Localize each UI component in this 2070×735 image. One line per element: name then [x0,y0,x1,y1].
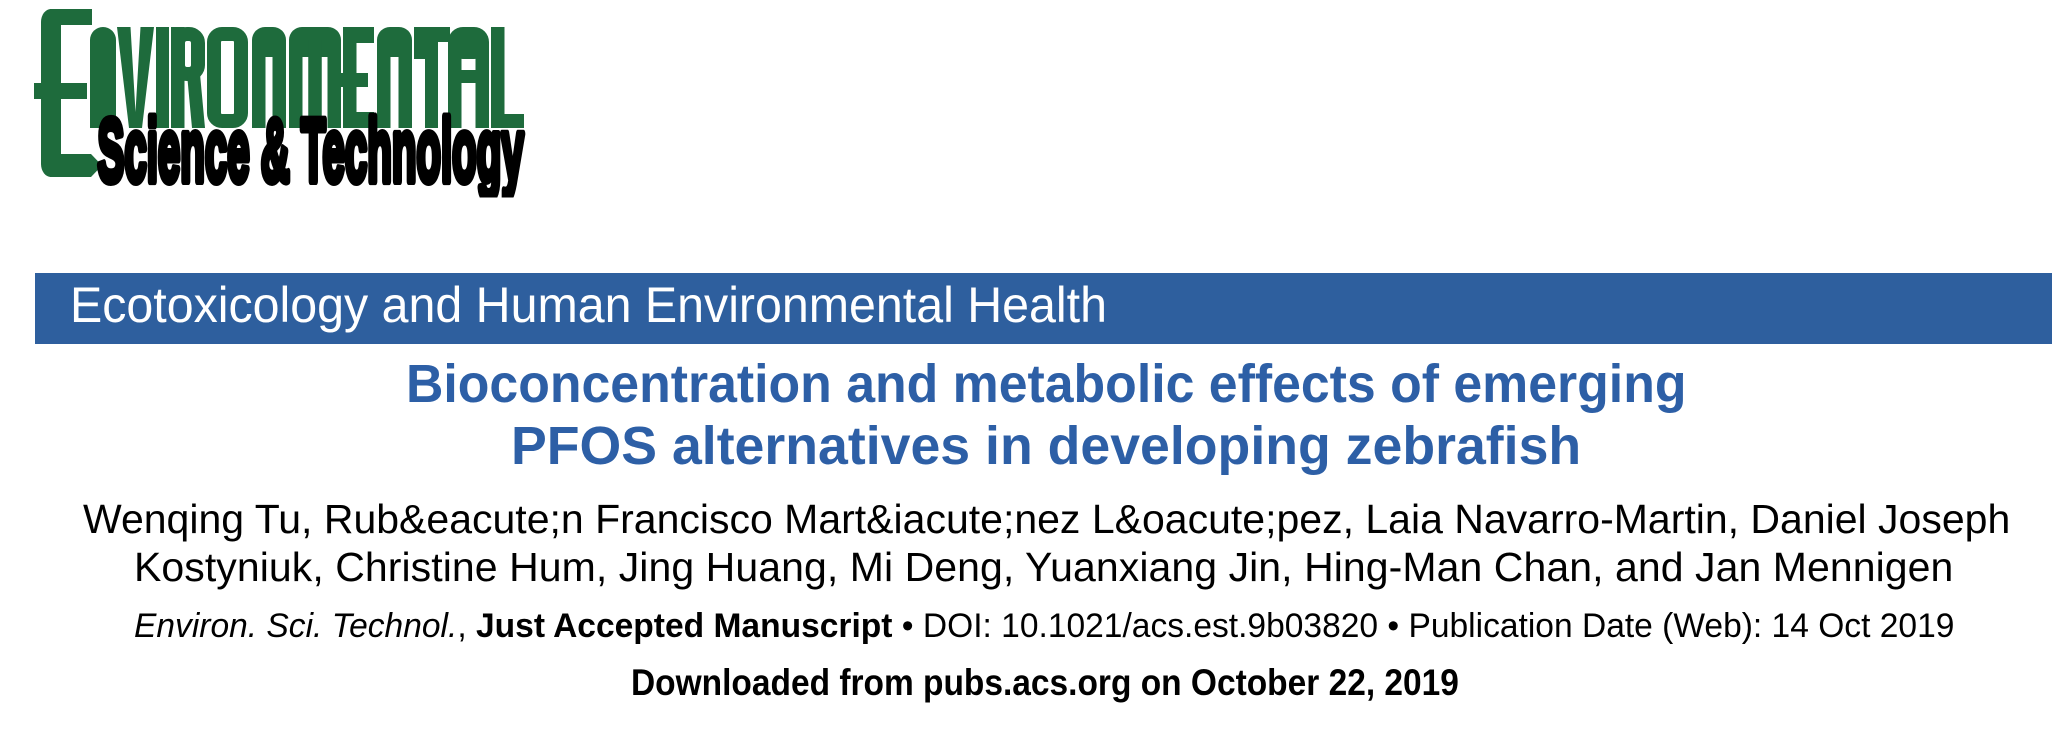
svg-text:Science & Technology: Science & Technology [98,100,524,201]
